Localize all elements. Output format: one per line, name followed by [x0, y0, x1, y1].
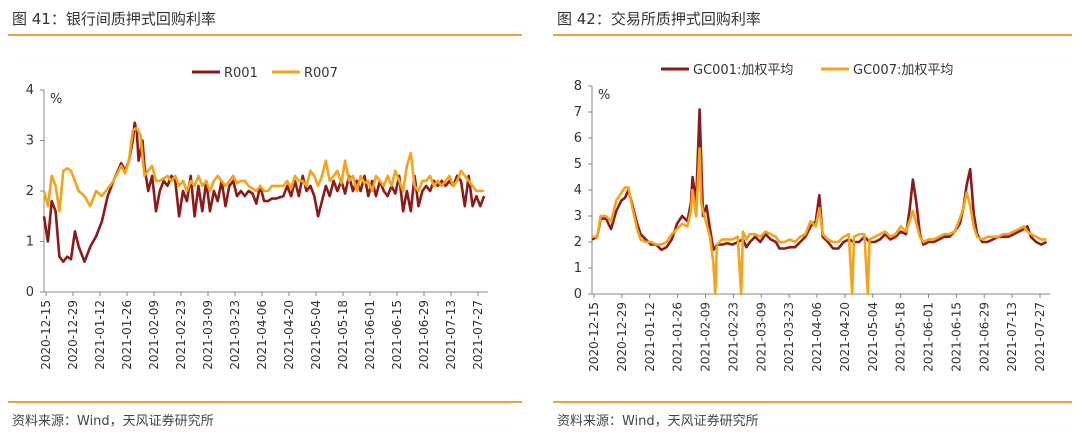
y-tick-label: 1 [574, 261, 582, 276]
x-tick-label: 2021-03-09 [754, 302, 768, 372]
legend-label: GC007:加权平均 [853, 62, 953, 78]
y-tick-label: 7 [574, 105, 582, 120]
x-tick-label: 2021-01-26 [671, 302, 685, 372]
x-tick-label: 2021-07-13 [1005, 302, 1019, 372]
x-tick-label: 2021-04-06 [810, 302, 824, 372]
y-tick-label: 5 [574, 157, 582, 172]
legend-label: R007 [304, 66, 338, 81]
chart-panel-bank: 图 41：银行间质押式回购利率 0 1 2 3 4% 2020-12-15 2020-12-… [0, 0, 530, 433]
x-tick-label: 2020-12-29 [66, 300, 80, 370]
y-tick-label: 4 [26, 83, 34, 98]
source-divider [553, 401, 1072, 403]
x-tick-label: 2021-06-29 [977, 302, 991, 372]
x-tick-label: 2021-01-12 [643, 302, 657, 372]
y-tick-label: 0 [26, 285, 34, 300]
x-tick-label: 2021-02-23 [174, 300, 188, 370]
x-tick-label: 2021-07-13 [444, 300, 458, 370]
x-tick-label: 2021-07-27 [471, 300, 485, 370]
line-chart-exchange: 0 1 2 3 4 5 6 7 8% 2020-12-15 2020-12-29 2021-01-12… [574, 62, 1050, 372]
x-tick-label: 2021-06-01 [363, 300, 377, 370]
y-tick-label: 2 [26, 184, 34, 199]
x-tick-label: 2020-12-29 [615, 302, 629, 372]
x-tick-label: 2021-05-18 [336, 300, 350, 370]
series-line-secondary [42, 126, 485, 213]
y-tick-label: 4 [574, 183, 582, 198]
title-divider [8, 34, 522, 36]
legend-label: R001 [224, 66, 258, 81]
x-tick-label: 2021-03-23 [782, 302, 796, 372]
chart-panel-exchange: 图 42：交易所质押式回购利率 0 1 2 3 4 5 6 7 8% 2020-12-15 2020… [545, 0, 1080, 433]
series-line-primary [591, 108, 1048, 252]
x-tick-label: 2021-06-29 [417, 300, 431, 370]
x-tick-label: 2021-02-09 [699, 302, 713, 372]
y-tick-label: 1 [26, 235, 34, 250]
source-note: 资料来源：Wind，天风证券研究所 [557, 414, 759, 429]
y-unit-label: % [50, 92, 62, 107]
x-tick-label: 2021-01-26 [120, 300, 134, 370]
x-tick-label: 2021-04-20 [282, 300, 296, 370]
legend-label: GC001:加权平均 [693, 62, 793, 78]
x-tick-label: 2020-12-15 [39, 300, 53, 370]
x-tick-label: 2021-05-18 [894, 302, 908, 372]
y-tick-label: 8 [574, 79, 582, 94]
x-tick-label: 2021-06-15 [390, 300, 404, 370]
x-tick-label: 2021-06-01 [922, 302, 936, 372]
y-tick-label: 0 [574, 287, 582, 302]
source-note: 资料来源：Wind，天风证券研究所 [12, 414, 214, 429]
chart-title: 图 42：交易所质押式回购利率 [557, 10, 761, 28]
x-tick-label: 2021-04-06 [255, 300, 269, 370]
x-tick-label: 2021-06-15 [949, 302, 963, 372]
source-divider [8, 401, 522, 403]
title-divider [553, 34, 1072, 36]
y-tick-label: 6 [574, 131, 582, 146]
y-unit-label: % [598, 88, 610, 103]
x-tick-label: 2021-02-09 [147, 300, 161, 370]
line-chart-bank: 0 1 2 3 4% 2020-12-15 2020-12-29 2021-01-12 2021… [26, 66, 488, 370]
chart-title: 图 41：银行间质押式回购利率 [12, 10, 216, 28]
x-tick-label: 2021-03-09 [201, 300, 215, 370]
x-tick-label: 2021-02-23 [726, 302, 740, 372]
y-tick-label: 2 [574, 235, 582, 250]
x-tick-label: 2021-04-20 [838, 302, 852, 372]
x-tick-label: 2020-12-15 [587, 302, 601, 372]
y-tick-label: 3 [26, 134, 34, 149]
x-tick-label: 2021-01-12 [93, 300, 107, 370]
x-tick-label: 2021-03-23 [228, 300, 242, 370]
x-tick-label: 2021-07-27 [1033, 302, 1047, 372]
series-line-secondary [592, 147, 1047, 296]
x-tick-label: 2021-05-04 [309, 300, 323, 370]
x-tick-label: 2021-05-04 [866, 302, 880, 372]
y-tick-label: 3 [574, 209, 582, 224]
